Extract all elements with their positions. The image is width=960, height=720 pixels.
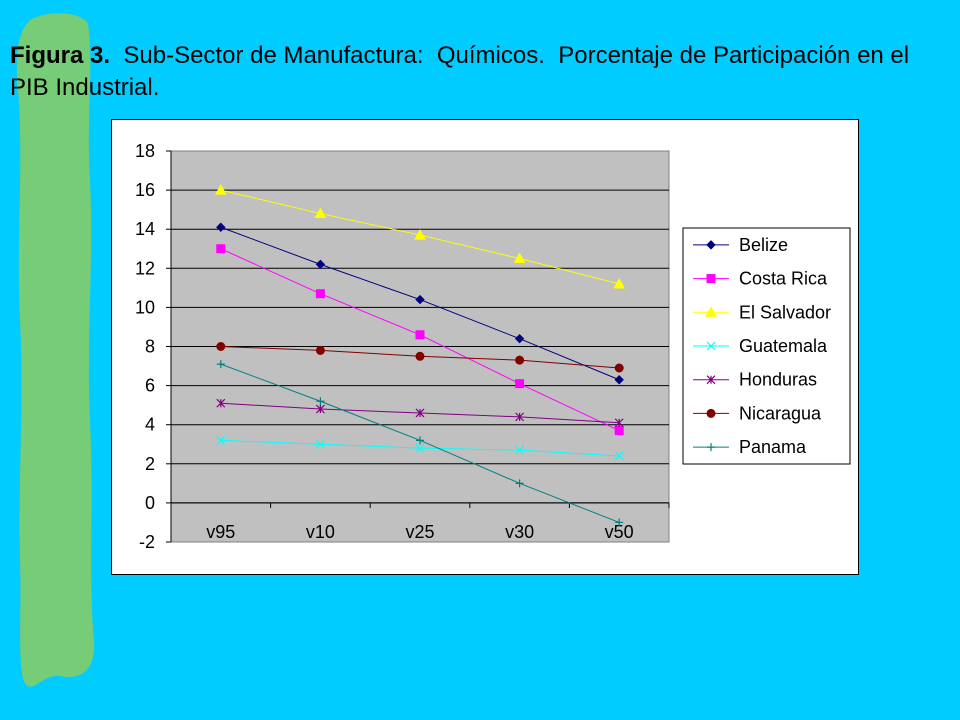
decorative-green-stripe <box>16 13 95 687</box>
y-tick-label: 4 <box>145 415 155 435</box>
data-point-guatemala <box>315 439 325 449</box>
data-point-panama <box>416 436 424 445</box>
legend-marker-nicaragua <box>706 408 716 418</box>
data-point-el-salvador <box>513 252 526 264</box>
y-tick-label: 6 <box>145 376 155 396</box>
data-point-honduras <box>315 404 325 414</box>
y-tick-label: 0 <box>145 493 155 513</box>
legend-label-panama: Panama <box>739 437 807 457</box>
legend-marker-guatemala <box>706 341 716 351</box>
data-point-guatemala <box>216 435 226 445</box>
legend-label-costa-rica: Costa Rica <box>739 269 828 289</box>
data-point-costa-rica <box>614 426 624 436</box>
legend-label-honduras: Honduras <box>739 370 817 390</box>
legend-marker-honduras <box>706 375 716 385</box>
data-point-costa-rica <box>415 330 425 340</box>
legend-marker-costa-rica <box>706 274 716 284</box>
data-point-honduras <box>614 418 624 428</box>
data-point-costa-rica <box>216 244 226 254</box>
legend-marker-el-salvador <box>705 306 717 317</box>
y-tick-label: 8 <box>145 337 155 357</box>
data-point-el-salvador <box>414 229 426 240</box>
legend-marker-belize <box>706 240 716 250</box>
x-tick-label: v95 <box>206 522 235 542</box>
data-point-belize <box>514 333 525 344</box>
data-point-nicaragua <box>315 345 325 355</box>
data-point-costa-rica <box>515 379 525 389</box>
data-point-belize <box>315 259 326 270</box>
data-point-nicaragua <box>614 363 624 373</box>
data-point-panama <box>316 397 325 406</box>
figure-caption: Sub-Sector de Manufactura: Químicos. Por… <box>10 42 916 101</box>
data-point-costa-rica <box>315 289 325 299</box>
legend-marker-panama <box>707 443 715 452</box>
data-point-nicaragua <box>415 351 425 361</box>
data-point-nicaragua <box>216 342 226 351</box>
legend-label-el-salvador: El Salvador <box>739 302 831 322</box>
data-point-guatemala <box>614 451 624 461</box>
data-point-el-salvador <box>214 184 227 195</box>
legend-label-nicaragua: Nicaragua <box>739 403 822 423</box>
y-tick-label: 10 <box>135 297 155 317</box>
y-tick-label: 14 <box>135 219 155 239</box>
line-chart: -2 0 2 4 6 8 10 12 14 16 18 v95 v10 v25 v30 v50 Belize Co… <box>135 141 851 552</box>
x-tick-label: v50 <box>605 522 634 542</box>
y-tick-label: 2 <box>145 454 155 474</box>
data-point-panama <box>216 360 225 369</box>
y-tick-label: 18 <box>135 141 155 161</box>
data-point-belize <box>216 222 226 232</box>
legend-label-guatemala: Guatemala <box>739 336 828 356</box>
y-tick-label: 16 <box>135 180 155 200</box>
data-point-honduras <box>216 398 226 408</box>
figure-number: Figura 3. <box>10 42 111 69</box>
legend-label-belize: Belize <box>739 235 788 255</box>
stripe-shape <box>16 13 95 687</box>
data-point-honduras <box>415 408 425 418</box>
data-point-el-salvador <box>314 207 327 219</box>
data-point-nicaragua <box>515 355 525 365</box>
y-tick-label: 12 <box>135 258 155 278</box>
data-point-panama <box>515 479 524 488</box>
data-point-belize <box>415 294 425 305</box>
data-point-panama <box>615 518 624 527</box>
data-point-guatemala <box>415 443 425 453</box>
data-point-honduras <box>515 412 525 422</box>
figure-title: Figura 3. Sub-Sector de Manufactura: Quí… <box>10 40 950 104</box>
data-point-guatemala <box>515 445 525 455</box>
data-point-belize <box>614 375 624 385</box>
x-tick-label: v30 <box>505 522 534 542</box>
x-tick-label: v25 <box>405 522 434 542</box>
data-point-el-salvador <box>613 277 626 289</box>
y-tick-label: -2 <box>139 532 155 552</box>
chart-container: -2 0 2 4 6 8 10 12 14 16 18 v95 v10 v25 v30 v50 Belize Co… <box>111 119 859 575</box>
x-tick-label: v10 <box>306 522 335 542</box>
